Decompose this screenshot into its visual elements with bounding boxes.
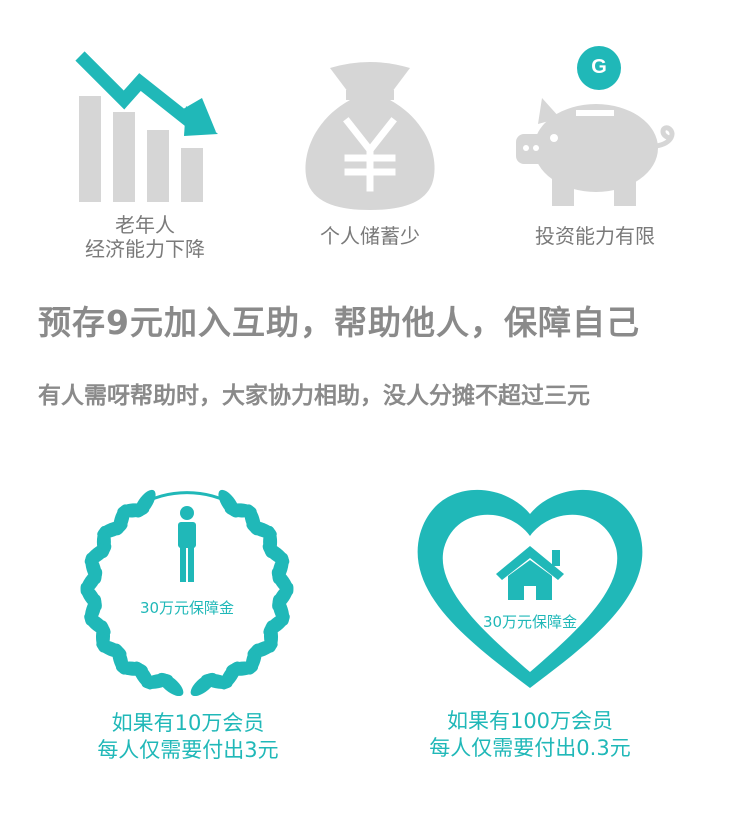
piggy-bank-icon (516, 98, 675, 206)
laurel-person-icon (80, 489, 294, 696)
card1-inner-label: 30万元保障金 (139, 599, 235, 617)
card2-inner-label: 30万元保障金 (482, 613, 578, 631)
coin-badge (577, 46, 621, 90)
money-bag-icon (305, 62, 435, 210)
coin-badge-letter: G (591, 56, 607, 78)
icon-label-decline: 老年人 经济能力下降 (85, 213, 205, 261)
card2-caption: 如果有100万会员 每人仅需要付出0.3元 (429, 709, 631, 760)
declining-chart-icon (75, 51, 218, 202)
headline: 预存9元加入互助，帮助他人，保障自己 (38, 303, 640, 342)
icon-label-savings: 个人储蓄少 (320, 224, 420, 248)
laurel-stem (89, 491, 285, 686)
subline: 有人需呀帮助时，大家协力相助，没人分摊不超过三元 (38, 383, 590, 409)
heart-house-icon (417, 489, 643, 688)
icon-label-investment: 投资能力有限 (535, 224, 655, 248)
card1-caption: 如果有10万会员 每人仅需要付出3元 (97, 711, 279, 762)
